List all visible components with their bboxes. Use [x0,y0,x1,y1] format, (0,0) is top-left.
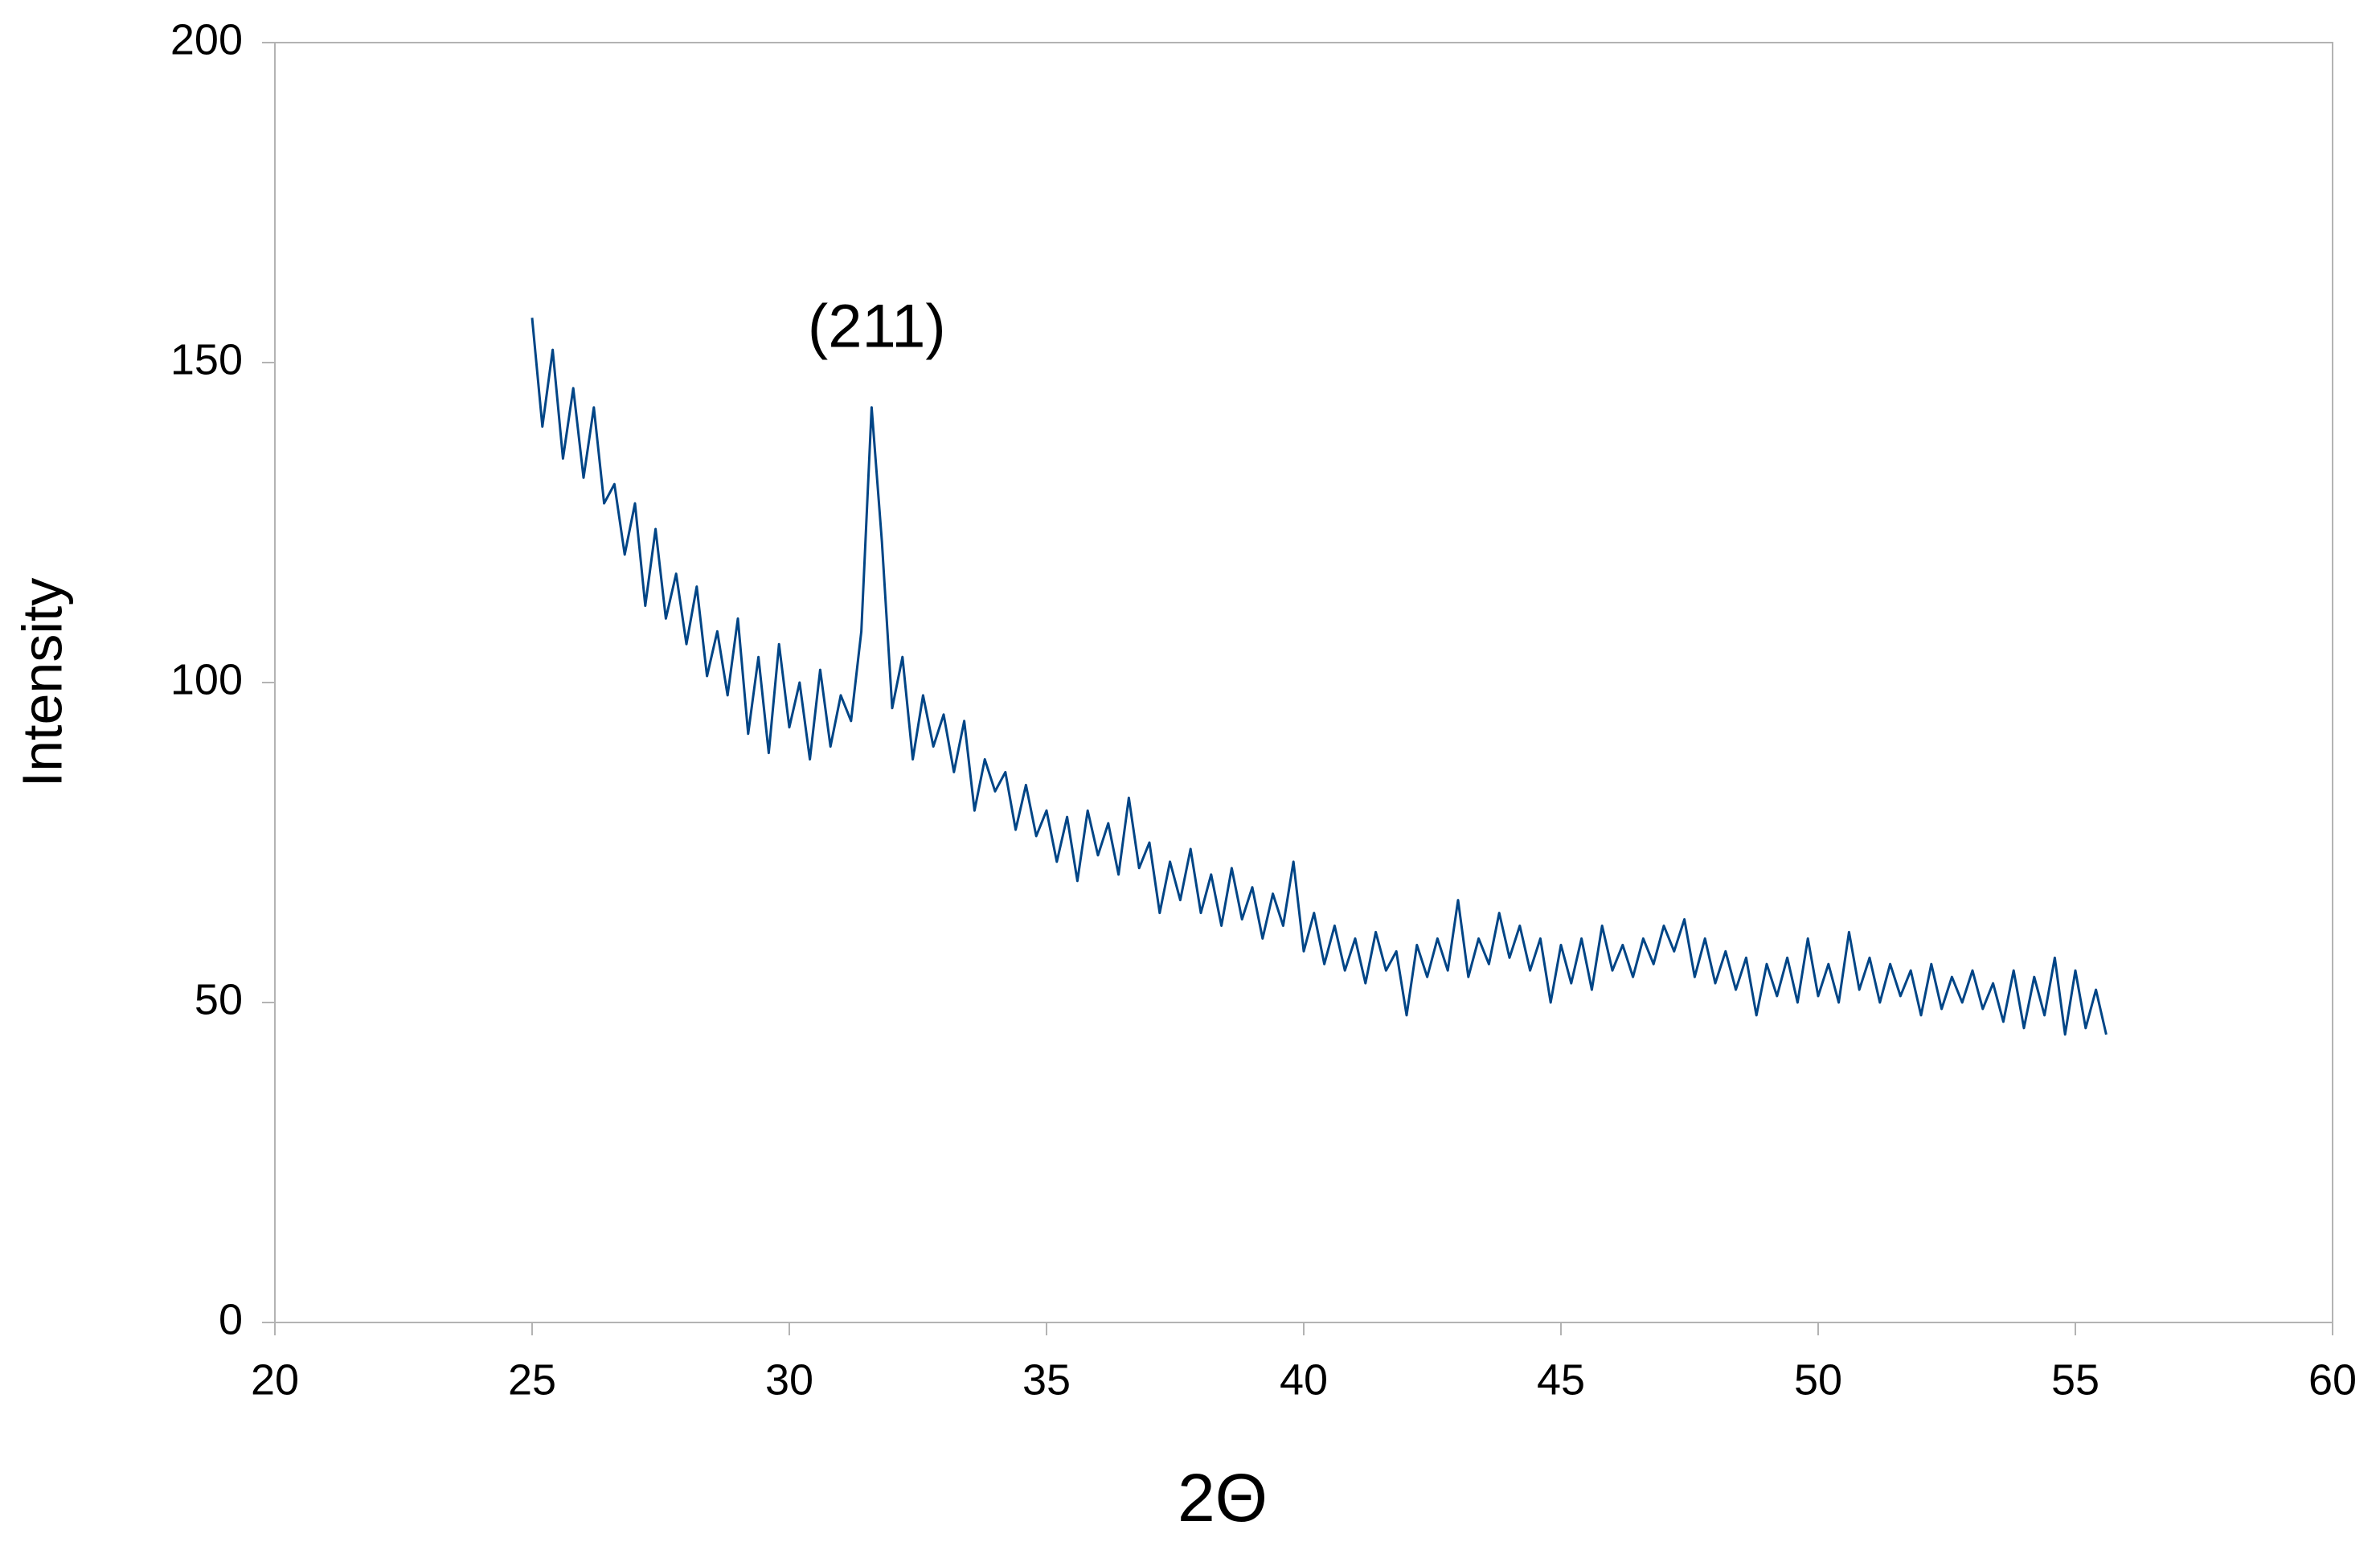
y-tick-label: 150 [170,335,243,383]
x-tick-label: 35 [1022,1355,1071,1404]
x-axis-title: 2Θ [1178,1460,1268,1536]
x-tick-label: 30 [765,1355,813,1404]
y-axis-title: Intensity [10,578,73,788]
annotation: (211) [808,292,946,360]
x-tick-label: 55 [2051,1355,2099,1404]
data-line [530,318,2108,1036]
x-tick-label: 25 [508,1355,556,1404]
y-tick-label: 50 [195,975,243,1023]
x-tick-label: 60 [2308,1355,2357,1404]
x-tick-label: 20 [251,1355,299,1404]
y-tick-label: 200 [170,15,243,64]
y-tick-label: 100 [170,655,243,703]
x-tick-label: 40 [1280,1355,1328,1404]
plot-frame [274,42,2333,1323]
y-tick-label: 0 [219,1295,243,1343]
x-tick-label: 45 [1537,1355,1585,1404]
x-tick-label: 50 [1794,1355,1842,1404]
